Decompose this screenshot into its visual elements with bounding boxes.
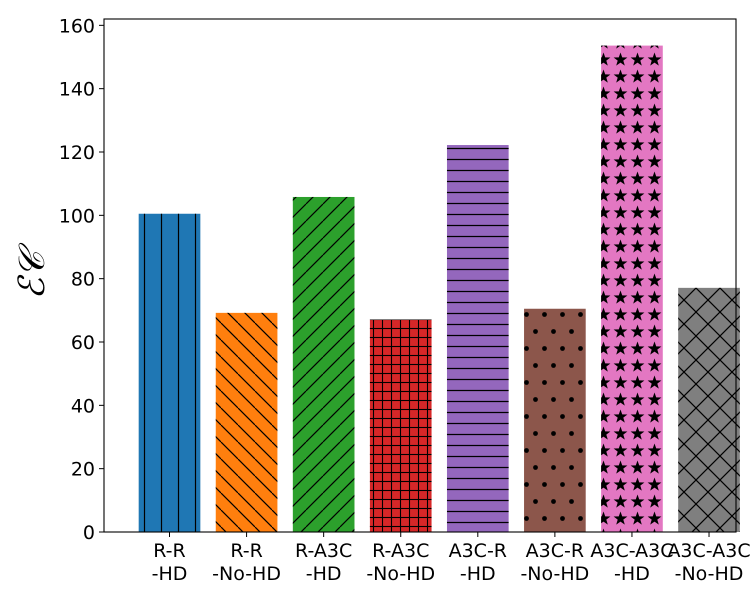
x-tick-label: A3C-A3C -HD bbox=[590, 540, 673, 585]
bar bbox=[215, 312, 278, 532]
y-tick-label: 160 bbox=[59, 15, 95, 37]
x-tick-label: R-A3C -HD bbox=[295, 540, 352, 585]
bars-group bbox=[138, 45, 740, 533]
x-tick-label: R-R -HD bbox=[152, 540, 188, 585]
x-tick-label: A3C-R -HD bbox=[449, 540, 507, 585]
y-tick-label: 120 bbox=[59, 142, 95, 164]
y-axis-label: ℰ𝒞 bbox=[12, 242, 53, 300]
bar bbox=[678, 287, 740, 532]
bar bbox=[601, 45, 663, 532]
plot-frame bbox=[103, 18, 737, 533]
y-tick-label: 20 bbox=[71, 459, 95, 481]
x-tick-label: A3C-A3C -No-HD bbox=[667, 540, 750, 585]
bar bbox=[446, 145, 509, 533]
bar-hatch bbox=[524, 308, 586, 532]
y-tick-label: 60 bbox=[71, 332, 95, 354]
y-tick-label: 80 bbox=[71, 269, 95, 291]
bar bbox=[292, 196, 355, 532]
y-tick-label: 0 bbox=[83, 522, 95, 544]
bar-hatch bbox=[292, 196, 355, 532]
bar bbox=[524, 308, 586, 532]
bar bbox=[138, 213, 201, 532]
bar-hatch bbox=[446, 145, 509, 533]
x-tick-label: R-R -No-HD bbox=[212, 540, 281, 585]
x-tick-label: R-A3C -No-HD bbox=[366, 540, 435, 585]
bar-hatch bbox=[215, 312, 278, 532]
y-tick-label: 140 bbox=[59, 79, 95, 101]
y-tick-label: 40 bbox=[71, 395, 95, 417]
y-axis: 0 20 40 60 80 100 120 140 160 bbox=[59, 15, 104, 544]
bar-hatch bbox=[369, 319, 432, 532]
bar-hatch bbox=[601, 45, 663, 532]
y-tick-label: 100 bbox=[59, 205, 95, 227]
x-tick-label: A3C-R -No-HD bbox=[520, 540, 589, 585]
bar bbox=[369, 319, 432, 532]
bar-hatch bbox=[138, 213, 201, 532]
x-axis: R-R -HD R-R -No-HD R-A3C -HD R-A3C -No-HD A3C-R -… bbox=[152, 532, 750, 585]
bar-hatch bbox=[678, 287, 740, 532]
